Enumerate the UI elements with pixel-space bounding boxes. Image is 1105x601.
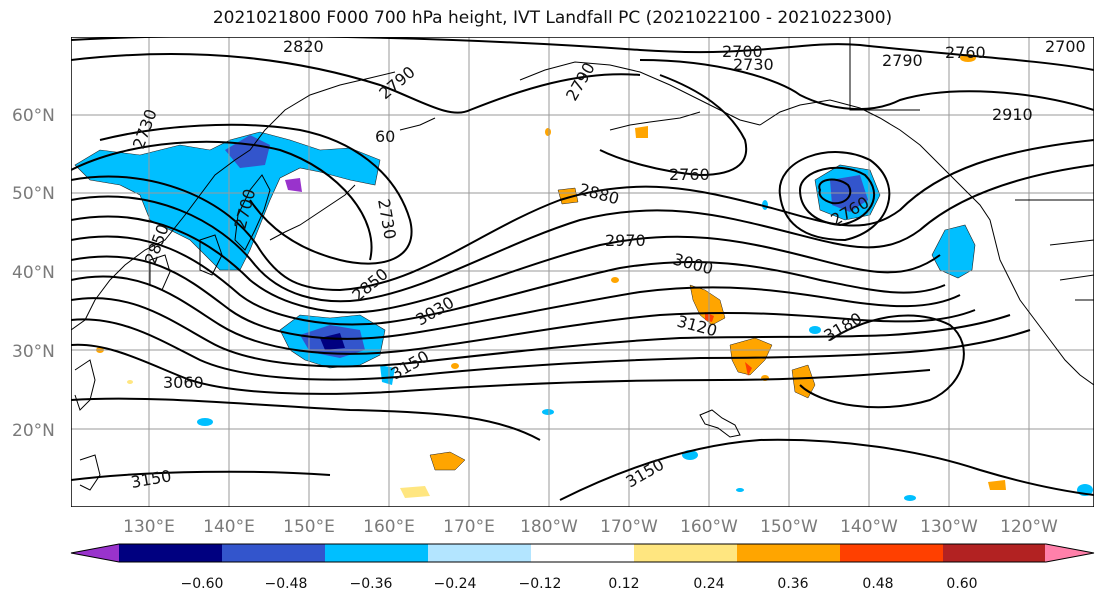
lon-label: 170°W xyxy=(600,517,658,537)
colorbar-extend-high xyxy=(1045,544,1094,562)
lon-label: 180°W xyxy=(520,517,578,537)
colorbar-labels: −0.60 −0.48 −0.36 −0.24 −0.12 0.12 0.24 … xyxy=(181,576,978,592)
colorbar-segment xyxy=(634,544,738,562)
colorbar-label: −0.36 xyxy=(350,576,393,592)
lon-label: 160°W xyxy=(680,517,738,537)
contour-label: 60 xyxy=(375,127,395,146)
colorbar-label: 0.48 xyxy=(862,576,893,592)
lon-label: 160°E xyxy=(363,517,415,537)
colorbar-extend-low xyxy=(71,544,120,562)
contour-label: 2700 xyxy=(1045,37,1086,56)
contour-label: 2760 xyxy=(945,43,986,62)
lat-label-20: 20°N xyxy=(12,421,55,441)
lon-label: 140°W xyxy=(840,517,898,537)
colorbar-label: 0.12 xyxy=(608,576,639,592)
lon-label: 170°E xyxy=(443,517,495,537)
contour-label: 2820 xyxy=(283,37,324,56)
colorbar-label: −0.48 xyxy=(265,576,308,592)
colorbar-label: 0.36 xyxy=(777,576,808,592)
contour-label: 2760 xyxy=(669,165,710,184)
contour-labels: 2820 2700 2730 2790 2760 2790 2790 2730 … xyxy=(129,37,1086,492)
latitude-labels: 20°N 30°N 40°N 50°N 60°N xyxy=(12,106,55,441)
contour-label: 2700 xyxy=(722,42,763,61)
colorbar-label: −0.24 xyxy=(434,576,477,592)
map-area: 2820 2700 2730 2790 2760 2790 2790 2730 … xyxy=(71,37,1094,507)
longitude-labels: 130°E 140°E 150°E 160°E 170°E 180°W 170°… xyxy=(123,517,1058,537)
colorbar-segment xyxy=(737,544,841,562)
lon-label: 140°E xyxy=(203,517,255,537)
lat-label-30: 30°N xyxy=(12,342,55,362)
lon-label: 150°W xyxy=(760,517,818,537)
lon-label: 150°E xyxy=(283,517,335,537)
map-title: 2021021800 F000 700 hPa height, IVT Land… xyxy=(212,8,893,28)
colorbar-label: 0.60 xyxy=(946,576,977,592)
colorbar-segment xyxy=(222,544,326,562)
lon-label: 120°W xyxy=(1000,517,1058,537)
colorbar-segment xyxy=(428,544,532,562)
contour-label: 2790 xyxy=(882,51,923,70)
contour-label: 2970 xyxy=(605,231,646,250)
lat-label-60: 60°N xyxy=(12,106,55,126)
colorbar-label: 0.24 xyxy=(693,576,724,592)
colorbar-label: −0.60 xyxy=(181,576,224,592)
colorbar-label: −0.12 xyxy=(519,576,562,592)
contour-label: 2910 xyxy=(992,105,1033,124)
lon-label: 130°E xyxy=(123,517,175,537)
colorbar-segment xyxy=(325,544,429,562)
contour-label: 2730 xyxy=(733,55,774,74)
colorbar-segment xyxy=(531,544,635,562)
colorbar-segment xyxy=(943,544,1047,562)
colorbar-outline xyxy=(70,543,1095,563)
colorbar xyxy=(70,543,1095,563)
colorbar-segment xyxy=(840,544,944,562)
colorbar-segment xyxy=(119,544,223,562)
lat-label-40: 40°N xyxy=(12,263,55,283)
contour-label: 3060 xyxy=(163,373,204,392)
lon-label: 130°W xyxy=(920,517,978,537)
lat-label-50: 50°N xyxy=(12,184,55,204)
height-contours xyxy=(71,37,1094,501)
